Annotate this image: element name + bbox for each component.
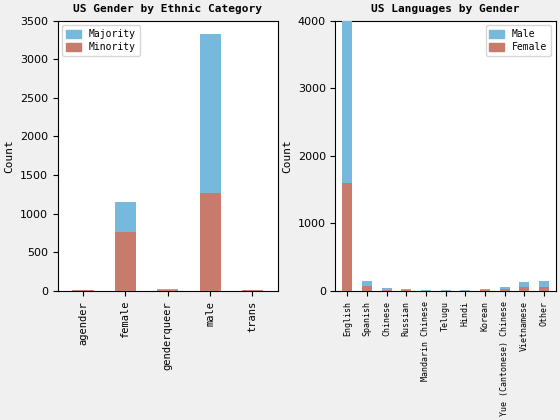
- Bar: [199, 34, 221, 193]
- Legend: Majority, Minority: Majority, Minority: [62, 25, 139, 56]
- Bar: [342, 21, 352, 183]
- Bar: [480, 290, 490, 291]
- Y-axis label: Count: Count: [282, 139, 292, 173]
- Bar: [199, 193, 221, 291]
- Bar: [480, 289, 490, 290]
- Bar: [242, 290, 263, 291]
- Bar: [460, 290, 470, 291]
- Bar: [157, 290, 178, 291]
- Bar: [115, 232, 136, 291]
- Title: US Gender by Ethnic Category: US Gender by Ethnic Category: [73, 4, 262, 14]
- Bar: [520, 282, 529, 287]
- Bar: [382, 290, 391, 291]
- Bar: [402, 289, 411, 290]
- Bar: [242, 289, 263, 290]
- Bar: [441, 290, 451, 291]
- Bar: [72, 290, 94, 291]
- Bar: [115, 202, 136, 232]
- Bar: [539, 287, 549, 291]
- Bar: [157, 289, 178, 290]
- Bar: [500, 287, 510, 289]
- Bar: [500, 289, 510, 291]
- Bar: [520, 287, 529, 291]
- Bar: [539, 281, 549, 287]
- Bar: [382, 288, 391, 290]
- Bar: [342, 183, 352, 291]
- Bar: [402, 290, 411, 291]
- Bar: [421, 290, 431, 291]
- Title: US Languages by Gender: US Languages by Gender: [371, 4, 520, 14]
- Bar: [362, 281, 372, 286]
- Legend: Male, Female: Male, Female: [486, 25, 551, 56]
- Y-axis label: Count: Count: [4, 139, 14, 173]
- Bar: [362, 286, 372, 291]
